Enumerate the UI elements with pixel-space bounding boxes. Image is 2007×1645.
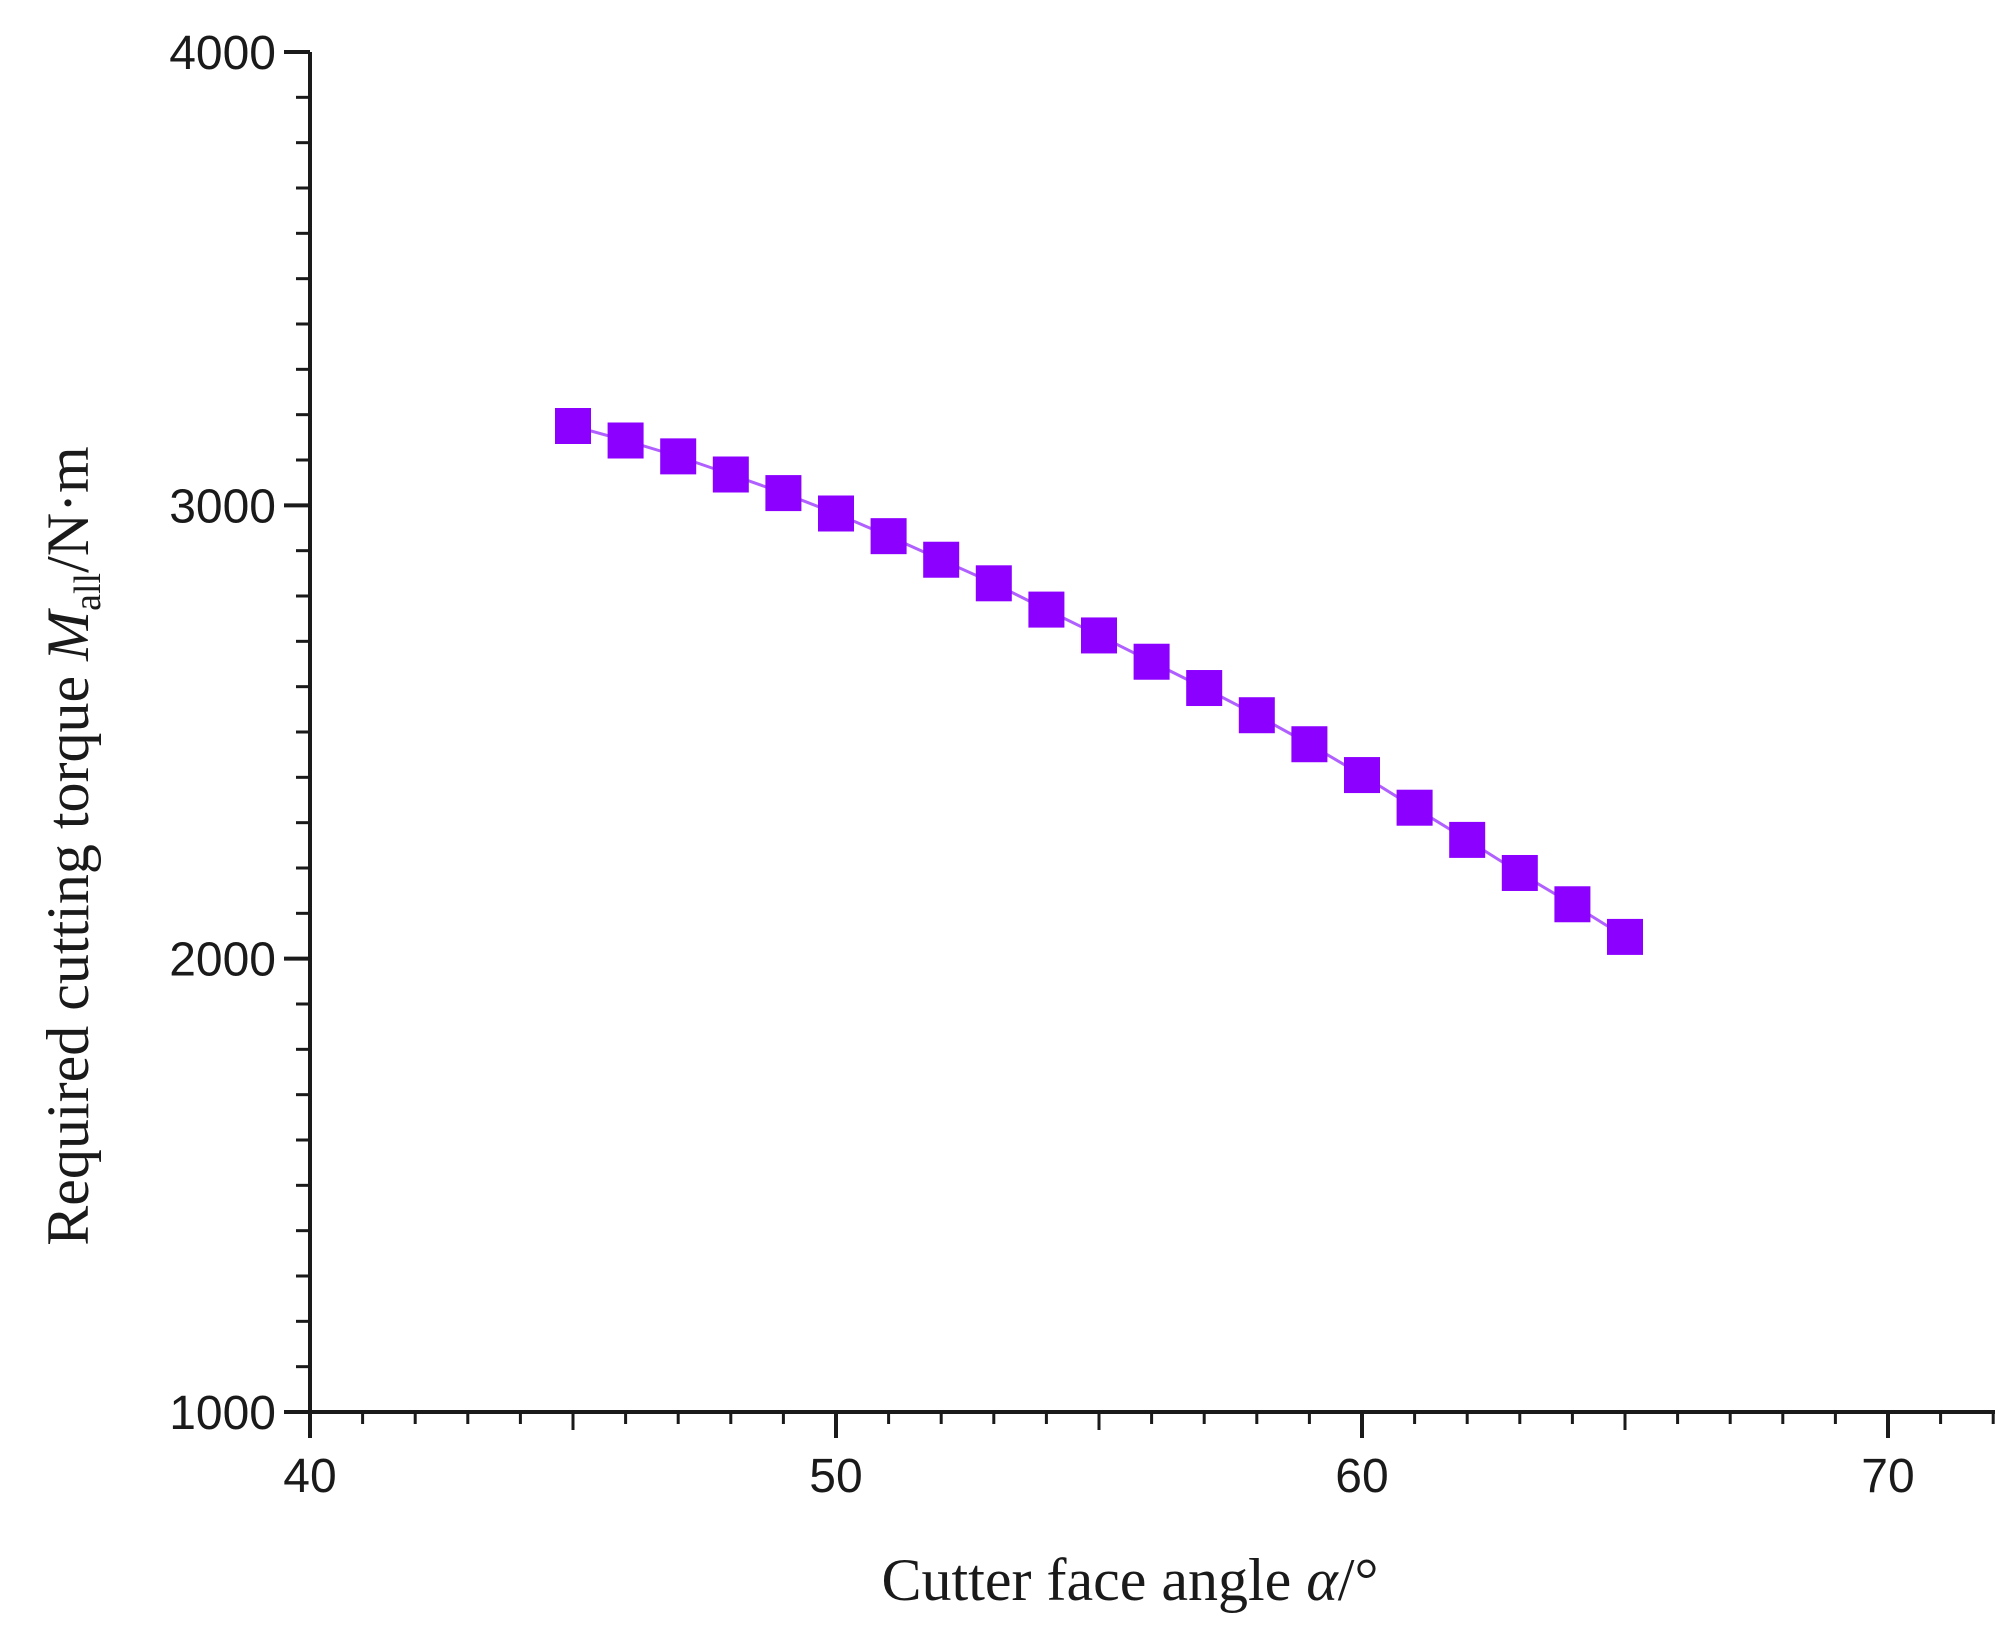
- ticks: 1000 2000 3000 4000 40 50 60 70: [169, 27, 1995, 1503]
- data-point: [660, 438, 697, 475]
- axes: [308, 52, 1995, 1414]
- data-point: [712, 456, 749, 493]
- data-point: [818, 495, 854, 532]
- data-point: [1081, 617, 1117, 654]
- x-tick-label: 40: [283, 1450, 336, 1503]
- data-point: [870, 518, 907, 555]
- data-point: [765, 475, 802, 512]
- y-tick-label: 4000: [169, 27, 276, 80]
- y-tick-label: 3000: [169, 480, 276, 533]
- series-line: [572, 424, 1626, 939]
- data-point: [1501, 854, 1538, 891]
- data-point: [1554, 886, 1591, 923]
- data-point: [975, 565, 1012, 602]
- x-tick-label: 50: [809, 1450, 862, 1503]
- data-point: [923, 541, 960, 578]
- data-point: [1238, 697, 1275, 734]
- data-point: [1186, 670, 1223, 707]
- x-tick-label: 70: [1861, 1450, 1914, 1503]
- x-tick-label: 60: [1335, 1450, 1388, 1503]
- data-point: [1607, 918, 1643, 955]
- data-point: [555, 408, 591, 444]
- series-layer: [555, 408, 1643, 955]
- data-point: [1449, 821, 1486, 858]
- y-axis-label: Required cutting torque Mall/N·m: [35, 446, 109, 1245]
- y-tick-label: 1000: [169, 1387, 276, 1440]
- x-axis-label: Cutter face angle α/°: [882, 1547, 1379, 1613]
- data-point: [1344, 757, 1380, 794]
- data-point: [1028, 591, 1065, 628]
- y-tick-label: 2000: [169, 934, 276, 987]
- data-point: [1396, 789, 1433, 826]
- data-point: [607, 422, 644, 459]
- data-point: [1291, 726, 1328, 763]
- data-point: [1133, 643, 1170, 680]
